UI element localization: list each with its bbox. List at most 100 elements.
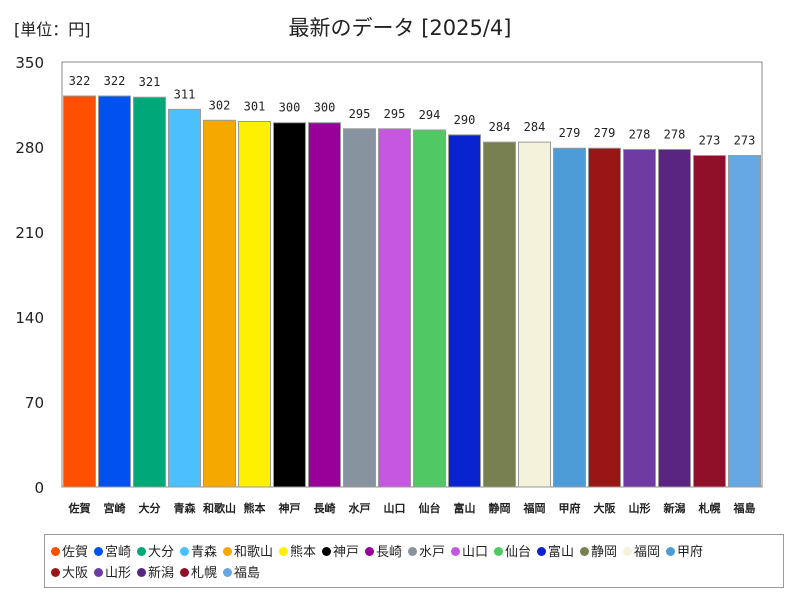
x-tick-label: 大分 (139, 501, 161, 515)
bar (728, 155, 761, 488)
legend-label: 水戸 (419, 545, 446, 560)
legend-swatch (580, 547, 589, 556)
x-tick-label: 富山 (454, 501, 476, 515)
y-tick-label: 210 (15, 224, 44, 242)
value-label: 294 (419, 108, 441, 122)
legend-swatch (451, 547, 460, 556)
bar (448, 134, 481, 488)
legend-swatch (223, 568, 232, 577)
value-label: 322 (69, 74, 91, 88)
legend-swatch (666, 547, 675, 556)
legend-item: 山形 (94, 562, 131, 581)
legend-item: 佐賀 (51, 541, 88, 560)
legend-label: 札幌 (191, 566, 218, 581)
value-label: 279 (559, 126, 581, 140)
legend-swatch (94, 547, 103, 556)
legend-label: 宮崎 (105, 545, 132, 560)
legend-swatch (223, 547, 232, 556)
legend-item: 山口 (451, 541, 488, 560)
value-label: 273 (699, 134, 721, 148)
legend-item: 富山 (537, 541, 574, 560)
bar (273, 122, 306, 488)
x-tick-label: 和歌山 (203, 501, 236, 515)
legend-item: 和歌山 (223, 541, 273, 560)
bar (238, 121, 271, 488)
legend-label: 大阪 (62, 566, 89, 581)
legend-swatch (137, 568, 146, 577)
x-tick-label: 札幌 (698, 501, 721, 515)
chart-legend: 佐賀 宮崎 大分 青森 和歌山 熊本 神戸 長崎 水戸 山口 仙台 富山 静岡 福岡 甲府 大阪 山形 新潟 札幌 福… (44, 534, 784, 588)
value-label: 321 (139, 75, 161, 89)
legend-item: 熊本 (279, 541, 316, 560)
bar (518, 141, 551, 488)
y-tick-label: 280 (15, 139, 44, 157)
bar (588, 147, 621, 488)
x-tick-label: 新潟 (664, 501, 686, 515)
legend-label: 静岡 (591, 545, 618, 560)
legend-label: 熊本 (290, 545, 317, 560)
bar (483, 141, 516, 488)
legend-swatch (494, 547, 503, 556)
legend-label: 山形 (105, 566, 132, 581)
legend-swatch (322, 547, 331, 556)
legend-label: 青森 (191, 545, 218, 560)
legend-swatch (51, 547, 60, 556)
legend-label: 福岡 (634, 545, 661, 560)
value-label: 295 (349, 107, 371, 121)
value-label: 300 (314, 101, 336, 115)
bar (378, 128, 411, 488)
legend-label: 大分 (148, 545, 175, 560)
bar (133, 96, 166, 488)
legend-swatch (180, 547, 189, 556)
legend-item: 福岡 (623, 541, 660, 560)
legend-label: 福島 (234, 566, 261, 581)
legend-item: 新潟 (137, 562, 174, 581)
legend-item: 大阪 (51, 562, 88, 581)
legend-item: 水戸 (408, 541, 445, 560)
x-tick-label: 神戸 (279, 501, 301, 515)
value-label: 279 (594, 126, 616, 140)
value-label: 311 (174, 87, 196, 101)
legend-swatch (94, 568, 103, 577)
chart-title: 最新のデータ [2025/4] (288, 16, 512, 40)
value-label: 284 (524, 120, 546, 134)
x-tick-label: 長崎 (314, 501, 336, 515)
legend-swatch (137, 547, 146, 556)
y-tick-label: 140 (15, 309, 44, 327)
legend-swatch (180, 568, 189, 577)
legend-label: 長崎 (376, 545, 403, 560)
x-tick-label: 山形 (629, 501, 651, 515)
x-tick-label: 大阪 (594, 501, 617, 515)
legend-swatch (408, 547, 417, 556)
legend-item: 長崎 (365, 541, 402, 560)
bar (413, 129, 446, 488)
bar (693, 155, 726, 488)
x-tick-label: 佐賀 (68, 501, 91, 515)
legend-swatch (279, 547, 288, 556)
y-tick-label: 350 (15, 54, 44, 72)
value-label: 278 (664, 127, 686, 141)
legend-swatch (623, 547, 632, 556)
x-tick-label: 仙台 (419, 501, 441, 515)
value-label: 273 (734, 134, 756, 148)
x-tick-label: 青森 (174, 501, 197, 515)
bar (168, 108, 201, 488)
x-tick-label: 静岡 (489, 501, 511, 515)
x-tick-label: 福島 (733, 501, 756, 515)
legend-item: 神戸 (322, 541, 359, 560)
bar (553, 147, 586, 488)
value-label: 295 (384, 107, 406, 121)
bar (203, 119, 236, 488)
bar (343, 128, 376, 488)
bar (623, 148, 656, 488)
legend-label: 甲府 (677, 545, 704, 560)
bar-chart: 0 70 140 210 280 350 322 佐賀 322 宮崎 321 大分 311 青森 302 和歌… (15, 54, 763, 515)
legend-label: 新潟 (148, 566, 175, 581)
legend-item: 甲府 (666, 541, 703, 560)
legend-item: 静岡 (580, 541, 617, 560)
x-tick-label: 水戸 (349, 501, 371, 515)
x-tick-label: 甲府 (559, 501, 581, 515)
bar (658, 148, 691, 488)
legend-label: 佐賀 (62, 545, 89, 560)
legend-item: 札幌 (180, 562, 217, 581)
